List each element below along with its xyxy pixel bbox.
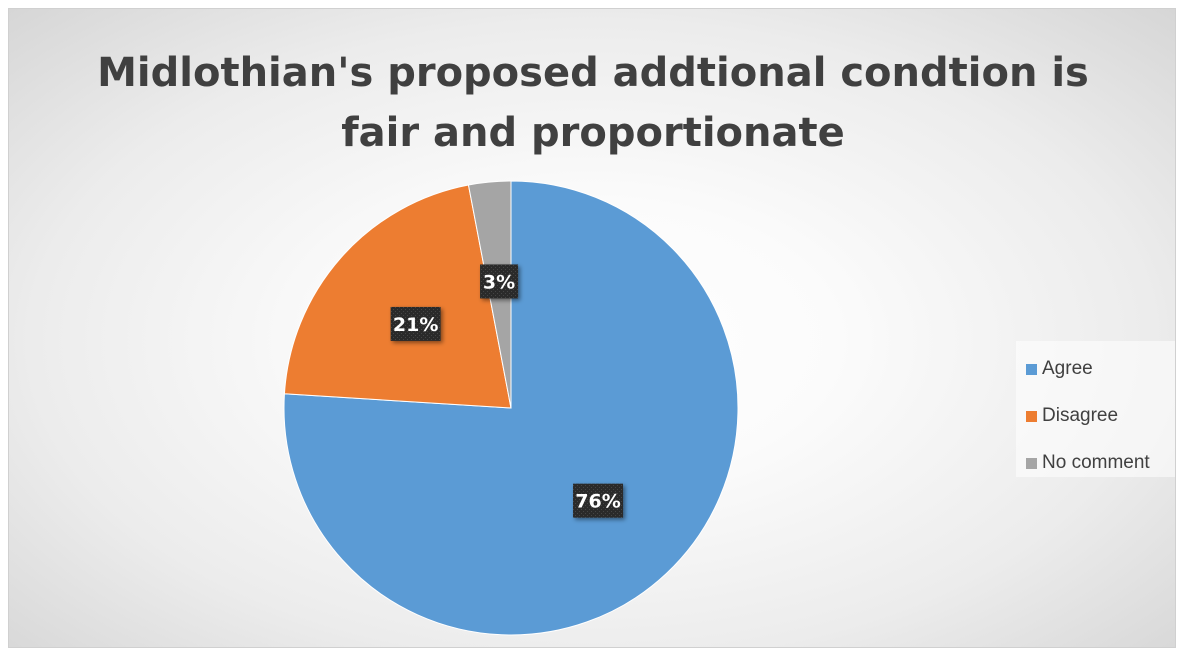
- legend: Agree Disagree No comment: [1016, 341, 1176, 477]
- legend-label-no-comment: No comment: [1042, 452, 1150, 474]
- data-label-text: 76%: [575, 491, 620, 513]
- legend-swatch-agree: [1026, 364, 1037, 375]
- data-label-disagree: 21%: [391, 307, 441, 341]
- legend-swatch-no-comment: [1026, 458, 1037, 469]
- legend-item-agree: Agree: [1026, 357, 1093, 381]
- data-label-agree: 76%: [573, 484, 623, 518]
- data-label-no-comment: 3%: [480, 264, 518, 298]
- chart-area: Midlothian's proposed addtional condtion…: [8, 8, 1176, 648]
- legend-label-agree: Agree: [1042, 358, 1093, 380]
- data-label-text: 21%: [393, 314, 438, 336]
- pie-slices: [284, 181, 738, 635]
- legend-label-disagree: Disagree: [1042, 405, 1118, 427]
- legend-item-disagree: Disagree: [1026, 404, 1118, 428]
- legend-item-no-comment: No comment: [1026, 451, 1150, 475]
- legend-swatch-disagree: [1026, 411, 1037, 422]
- data-label-text: 3%: [483, 271, 515, 293]
- pie-chart: 76% 21% 3%: [9, 9, 1176, 648]
